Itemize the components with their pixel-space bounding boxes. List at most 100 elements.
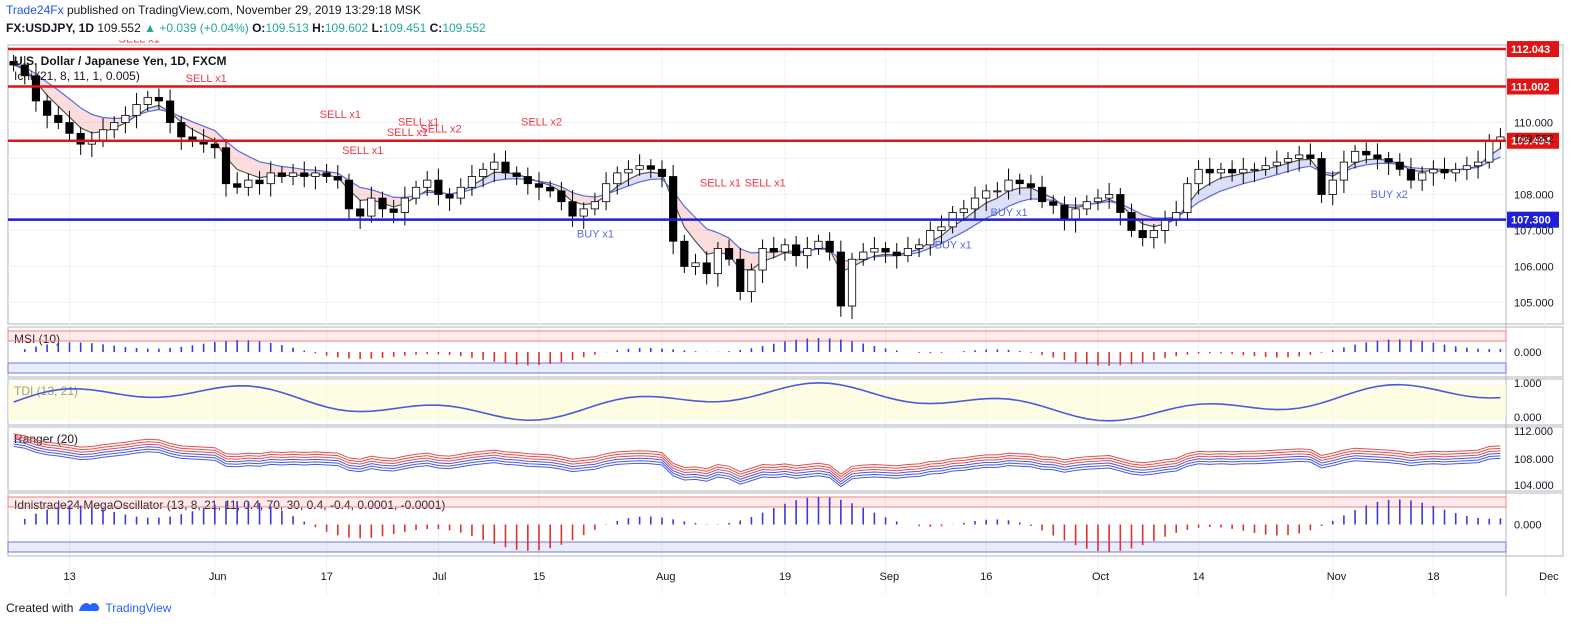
candle [1149,230,1158,239]
cloud-segment [1008,188,1020,207]
signal-label: SELL x2 [420,123,461,135]
candle [177,122,186,138]
candle [970,197,980,210]
sub-pane-tick: 112.000 [1514,426,1553,438]
candle [288,172,298,177]
candle [1160,219,1170,231]
up-arrow-icon: ▲ [144,21,156,35]
signal-label: SELL x1 [387,127,428,139]
candle [311,172,320,177]
candle [825,240,834,253]
open-value: 109.513 [265,21,309,35]
signal-label: BUY x1 [577,229,614,241]
candle [512,172,521,177]
candle [467,176,477,188]
candle [1082,201,1091,210]
candle [881,248,890,253]
candle [322,172,331,177]
cloud-segment [941,226,953,244]
candle [680,240,689,267]
candle [1060,204,1069,221]
candle [758,248,767,271]
candle [277,172,286,177]
cloud-segment [706,228,718,255]
candle [1395,161,1404,170]
indicator-label: Ichi (21, 8, 11, 1, 0.005) [14,69,140,83]
open-label: O: [252,21,266,35]
ranger-line [13,445,1501,488]
candle [803,248,812,257]
candle [43,100,52,116]
candle [434,179,443,195]
candle [892,251,901,257]
price-tick-label: 107.000 [1514,225,1554,237]
cloud-segment [237,150,249,174]
candle [1317,158,1326,195]
ranger-line [13,440,1501,483]
signal-label: SELL x2 [521,116,562,128]
price-change: +0.039 (+0.04%) [159,21,249,35]
candle [590,201,599,210]
high-label: H: [312,21,325,35]
chart-title: U.S. Dollar / Japanese Yen, 1D, FXCM [14,54,227,68]
candle [523,176,532,185]
candle [747,269,756,293]
candle [54,114,63,123]
candle [613,172,622,185]
candle [356,208,365,217]
candle [1228,168,1237,174]
candle [1205,168,1214,174]
candle [1485,140,1494,163]
candle [635,165,644,170]
candle [110,122,119,131]
low-value: 109.451 [382,21,427,35]
publisher-name[interactable]: Trade24Fx [6,3,64,17]
x-tick-label: 16 [980,571,992,583]
candle [926,230,935,246]
cloud-segment [617,179,629,191]
signal-label: BUY x1 [991,207,1028,219]
candle [1138,230,1147,239]
publish-line: Trade24Fx published on TradingView.com, … [6,3,421,17]
sub-pane-tick: 0.000 [1514,520,1542,532]
created-with-text: Created with [6,600,74,615]
x-tick-label: Sep [880,571,900,583]
candle [1295,154,1304,159]
candle [814,240,823,249]
cloud-segment [248,156,260,178]
sub-pane-tick: 0.000 [1514,347,1542,359]
signal-label: BUY x1 [935,239,972,251]
candle [601,183,611,203]
candle [501,161,510,174]
signal-label: SELL x2 [141,40,182,42]
level-price-tag [1507,78,1559,95]
cloud-segment [628,174,640,186]
candle [1216,168,1226,174]
candle [769,248,778,253]
candle [724,248,734,260]
tradingview-brand[interactable]: TradingView [105,600,172,615]
published-text: published on TradingView.com, November 2… [66,3,421,17]
candle [657,168,667,177]
cloud-segment [47,82,59,107]
candle [400,197,409,213]
cloud-segment [483,172,495,186]
cloud-segment [494,172,506,181]
chart-canvas[interactable]: 112.043 111.002 109.494 107.300 110.000 109.5… [0,40,1572,596]
cloud-segment [1243,171,1255,184]
candle [1183,183,1192,213]
candle [244,179,253,188]
signal-label: SELL x1 [119,40,160,46]
candle [959,208,968,213]
candle [1250,168,1259,171]
price-tick-label: 105.000 [1514,297,1554,309]
footer: Created with TradingView [6,599,171,616]
candle [154,96,164,102]
signal-label: SELL x1 [342,145,383,157]
candle [1049,201,1058,206]
candle [445,194,454,199]
level-price-label: 109.494 [1511,136,1552,148]
candle [333,176,342,181]
x-tick-label: 13 [63,571,75,583]
candle [210,143,219,149]
